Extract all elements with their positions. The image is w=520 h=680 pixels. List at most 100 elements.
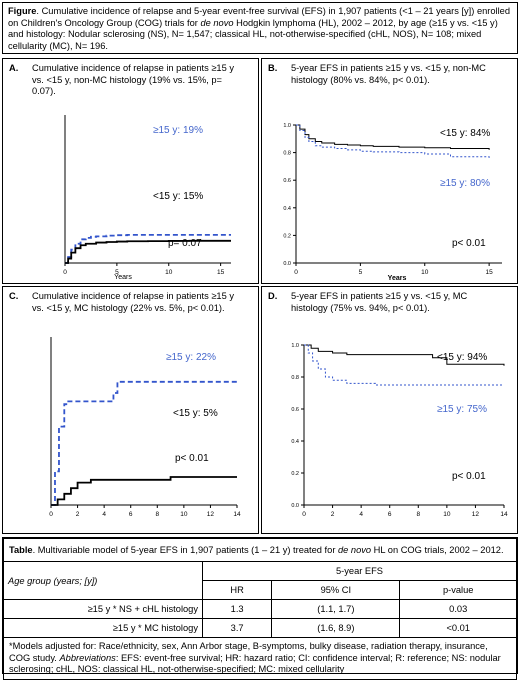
y-tick-label: 0.0 [283,261,291,267]
series-line-age-under-15 [51,476,237,506]
chart-a-young-label: <15 y: 15% [153,191,203,202]
panel-d: D. 5-year EFS in patients ≥15 y vs. <15 … [261,286,518,534]
chart-d-pvalue: p< 0.01 [452,471,486,482]
x-tick-label: 5 [115,269,119,276]
series-line-age-under-15 [296,124,490,150]
x-tick-label: 0 [294,269,298,276]
y-tick-label: 0.2 [291,471,299,477]
chart-c-plot: 0 2 4 6 8 10 12 14 [49,337,241,518]
chart-d-plot: 0 2 4 6 8 10 12 14 1.0 0.8 0.6 0.4 0.2 0.0 [291,343,508,518]
y-tick-label: 0.4 [283,206,291,212]
y-tick-label: 0.6 [291,407,299,413]
x-tick-label: 8 [155,511,159,518]
x-tick-label: 12 [472,511,480,518]
chart-a-xlabel: Years [114,274,132,281]
table-title-2: HL on COG trials, 2002 – 2012. [371,545,504,555]
x-tick-label: 2 [331,511,335,518]
row-p: <0.01 [399,618,517,638]
panel-b-letter: B. [268,63,278,73]
table-row: ≥15 y * NS + cHL histology 1.3 (1.1, 1.7… [3,599,517,619]
group-header: 5-year EFS [202,561,517,581]
x-tick-label: 6 [129,511,133,518]
chart-c: 0 2 4 6 8 10 12 14 ≥15 y: 22% <15 y: 5% p< 0.01 [49,337,241,518]
chart-b-plot: 0 5 10 15 1.0 0.8 0.6 0.4 0.2 0.0 [283,123,502,276]
chart-b-pvalue: p< 0.01 [452,238,486,249]
chart-b-xlabel: Years [388,275,407,282]
x-tick-label: 8 [416,511,420,518]
y-tick-label: 0.8 [283,151,291,157]
figure-label: Figure [8,6,37,16]
panel-c-letter: C. [9,291,19,301]
footnote-text-1: *Models adjusted for: Race/ethnicity, se… [9,641,488,663]
panel-c-text: Cumulative incidence of relapse in patie… [32,291,234,313]
chart-a-plot: 0 5 10 15 [63,115,231,276]
table-row: ≥15 y * MC histology 3.7 (1.6, 8.9) <0.0… [3,618,517,638]
row-header: Age group (years; [y]) [3,561,203,600]
row-header-text: Age group (years; [y]) [8,575,98,586]
chart-c-pvalue: p< 0.01 [175,453,209,464]
x-tick-label: 14 [500,511,508,518]
x-tick-label: 0 [49,511,53,518]
figure-caption: Figure. Cumulative incidence of relapse … [2,2,518,54]
panel-b: B. 5-year EFS in patients ≥15 y vs. <15 … [261,58,518,284]
x-tick-label: 4 [102,511,106,518]
caption-italic: de novo [200,17,234,28]
chart-b-young-label: <15 y: 84% [440,128,490,139]
chart-c-old-label: ≥15 y: 22% [166,352,216,363]
footnote-text-2: : EFS: event-free survival; HR: hazard r… [9,652,501,675]
chart-d-old-label: ≥15 y: 75% [437,404,487,415]
row-p: 0.03 [399,599,517,619]
panel-d-letter: D. [268,291,278,301]
series-line-age-15-plus [296,124,490,160]
chart-c-young-label: <15 y: 5% [173,408,218,419]
x-tick-label: 14 [233,511,241,518]
chart-a-old-label: ≥15 y: 19% [153,125,203,136]
series-line-age-15-plus [51,380,237,506]
table-title-italic: de novo [338,545,372,555]
row-hr: 1.3 [201,599,273,619]
col-hr: HR [201,580,273,600]
table-label: Table [9,545,33,555]
row-hr: 3.7 [201,618,273,638]
y-tick-label: 0.2 [283,233,291,239]
x-tick-label: 10 [180,511,188,518]
row-label: ≥15 y * MC histology [3,618,203,638]
x-tick-label: 0 [302,511,306,518]
y-tick-label: 0.8 [291,375,299,381]
y-tick-label: 0.6 [283,178,291,184]
panel-a: A. Cumulative incidence of relapse in pa… [2,58,259,284]
x-tick-label: 15 [486,269,494,276]
y-tick-label: 1.0 [283,123,291,129]
x-tick-label: 10 [421,269,429,276]
x-tick-label: 12 [207,511,215,518]
series-line-age-15-plus [65,233,231,264]
caption-text-2: Hodgkin lymphoma (HL), 2002 – 2012, by a… [8,17,498,51]
row-ci: (1.6, 8.9) [271,618,401,638]
x-tick-label: 15 [217,269,225,276]
chart-b-old-label: ≥15 y: 80% [440,178,490,189]
table-title: Table. Multivariable model of 5-year EFS… [3,538,517,562]
col-p: p-value [399,580,517,600]
x-tick-label: 4 [359,511,363,518]
table-grid: Table. Multivariable model of 5-year EFS… [3,538,517,680]
x-tick-label: 5 [359,269,363,276]
x-tick-label: 2 [76,511,80,518]
x-tick-label: 10 [165,269,173,276]
series-line-age-under-15 [65,239,231,264]
results-table: Table. Multivariable model of 5-year EFS… [2,537,518,680]
chart-a: 0 5 10 15 ≥15 y: 19% <15 y: 15% p= 0.07 Yea… [63,115,231,281]
caption-text-1: . Cumulative incidence of relapse and 5-… [8,6,511,28]
chart-b: 0 5 10 15 1.0 0.8 0.6 0.4 0.2 0.0 <15 y: 84% ≥15 … [283,123,502,282]
footnote-italic: Abbreviations [59,652,116,663]
x-tick-label: 6 [388,511,392,518]
table-title-1: . Multivariable model of 5-year EFS in 1… [32,545,338,555]
y-tick-label: 0.0 [291,503,299,509]
row-ci: (1.1, 1.7) [271,599,401,619]
series-line-age-under-15 [304,344,505,366]
x-tick-label: 10 [443,511,451,518]
chart-d: 0 2 4 6 8 10 12 14 1.0 0.8 0.6 0.4 0.2 0.0 <15 y: 94%… [291,343,508,518]
y-tick-label: 0.4 [291,439,299,445]
panel-b-text: 5-year EFS in patients ≥15 y vs. <15 y, … [291,63,486,85]
x-tick-label: 0 [63,269,67,276]
table-footnote: *Models adjusted for: Race/ethnicity, se… [3,637,517,680]
